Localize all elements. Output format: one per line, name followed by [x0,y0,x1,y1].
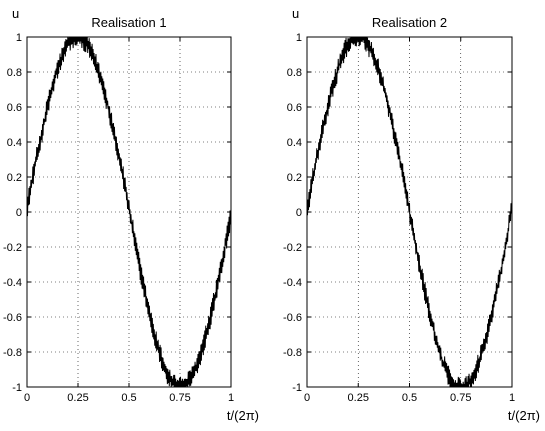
x-tick-label: 0 [304,392,310,404]
x-tick-label: 0.5 [121,392,136,404]
y-tick-label: -0.6 [283,312,302,324]
y-tick-label: 0.8 [287,67,302,79]
y-tick-label: 0 [16,207,22,219]
x-tick-label: 1 [228,392,234,404]
x-tick-label: 1 [509,392,515,404]
y-tick-label: 0.6 [7,102,22,114]
y-tick-label: 1 [296,32,302,44]
x-tick-label: 0.25 [348,392,369,404]
panel-realisation-1: 0 0.25 0.5 0.75 1 1 0.8 0.6 0.4 0.2 0 -0.2 -0.4 -0.6 -… [3,6,259,423]
panel-realisation-2: 0 0.25 0.5 0.75 1 1 0.8 0.6 0.4 0.2 0 -0.2 -0.4 -0.6 -… [283,6,540,423]
y-tick-label: -1 [292,382,302,394]
y-tick-label: 0.4 [287,137,302,149]
y-tick-label: -0.4 [3,277,22,289]
x-tick-label: 0.75 [450,392,471,404]
y-tick-label: -0.2 [283,242,302,254]
y-tick-label: -0.6 [3,312,22,324]
y-tick-label: -0.4 [283,277,302,289]
y-tick-label: -1 [12,382,22,394]
y-tick-label: -0.8 [3,347,22,359]
series-line [26,36,232,388]
x-tick-label: 0 [24,392,30,404]
y-tick-label: 0.2 [287,172,302,184]
y-tick-label: 0.4 [7,137,22,149]
chart-title: Realisation 1 [91,15,166,30]
y-tick-label: -0.8 [283,347,302,359]
y-axis-label: u [12,6,19,21]
series-line [306,36,513,388]
y-tick-label: 0.2 [7,172,22,184]
y-tick-label: -0.2 [3,242,22,254]
x-axis-label: t/(2π) [227,408,259,423]
x-tick-label: 0.5 [402,392,417,404]
y-tick-label: 0.6 [287,102,302,114]
x-tick-label: 0.75 [169,392,190,404]
x-tick-label: 0.25 [67,392,88,404]
y-tick-label: 0.8 [7,67,22,79]
x-axis-label: t/(2π) [508,408,540,423]
y-axis-label: u [292,6,299,21]
chart-title: Realisation 2 [372,15,447,30]
y-tick-label: 1 [16,32,22,44]
y-tick-label: 0 [296,207,302,219]
